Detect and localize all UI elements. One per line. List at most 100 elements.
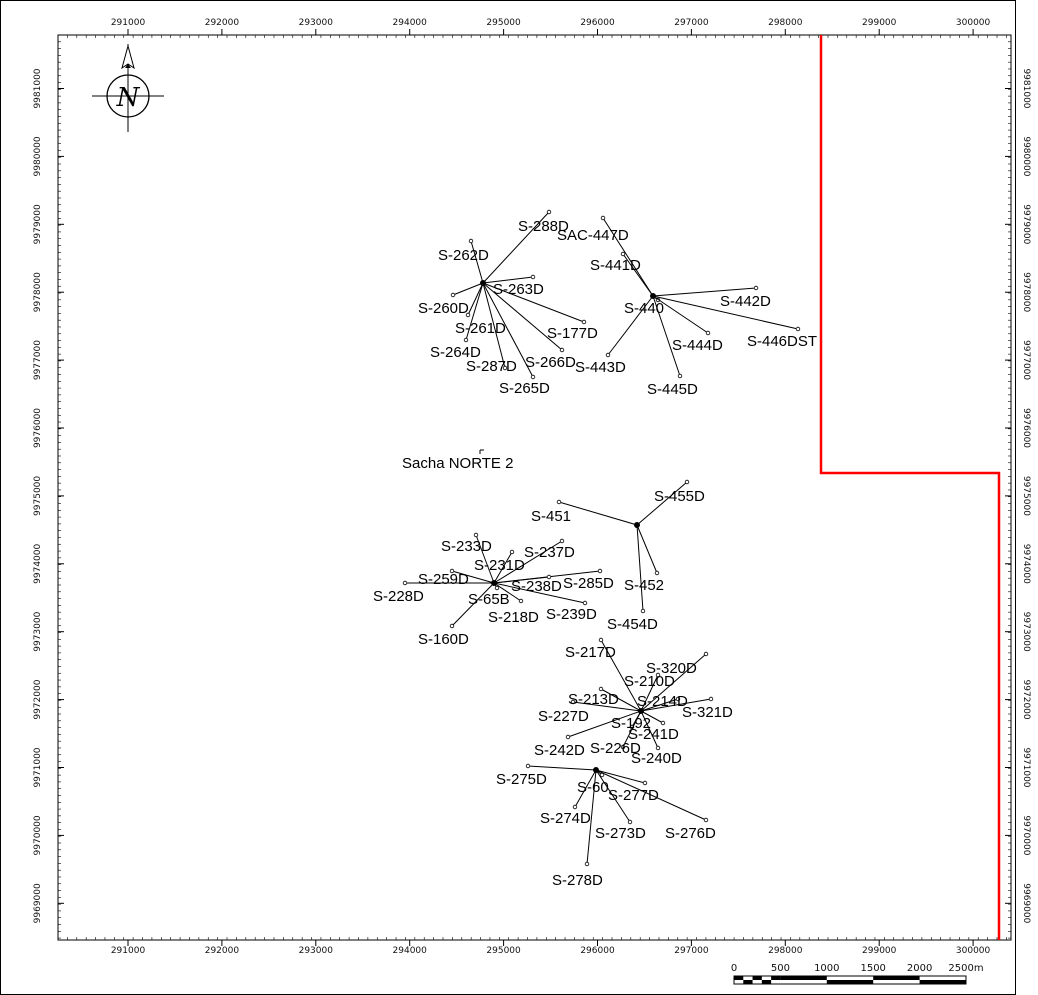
y-tick-label-right: 9969000 xyxy=(1021,883,1031,923)
well-endpoint-marker xyxy=(584,861,590,867)
well-endpoint-marker xyxy=(530,374,536,380)
scale-bar-label: 1000 xyxy=(814,963,839,974)
scale-bar-block xyxy=(752,976,762,980)
well-trajectory xyxy=(572,701,642,712)
y-tick-label-right: 9978000 xyxy=(1021,272,1031,312)
well-trajectory xyxy=(482,282,506,369)
well-endpoint-marker xyxy=(450,292,456,298)
well-trajectory xyxy=(640,674,659,712)
well-trajectory xyxy=(482,211,550,284)
well-endpoint-marker xyxy=(572,804,578,810)
scale-bar-block xyxy=(873,976,920,980)
x-tick-label-top: 292000 xyxy=(205,18,240,28)
well-endpoint-marker xyxy=(655,672,661,678)
x-tick-label-top: 300000 xyxy=(956,18,991,28)
concession-boundary-line xyxy=(819,35,1001,940)
x-tick-label-top: 293000 xyxy=(299,18,334,28)
well-endpoint-marker xyxy=(600,215,606,221)
field-label: Sacha NORTE 2 xyxy=(402,455,513,472)
y-tick-label-right: 9972000 xyxy=(1021,680,1031,720)
well-endpoint-marker xyxy=(546,574,552,580)
well-endpoint-marker xyxy=(559,538,565,544)
well-trajectory xyxy=(652,295,709,334)
well-trajectory xyxy=(482,282,563,351)
well-endpoint-marker xyxy=(518,598,524,604)
well-endpoint-marker xyxy=(559,347,565,353)
well-trajectory xyxy=(493,551,513,584)
y-tick-label-left: 9978000 xyxy=(33,272,43,312)
well-endpoint-marker xyxy=(642,780,648,786)
well-label: S-228D xyxy=(373,588,424,605)
well-pad-marker xyxy=(634,522,640,528)
well-trajectory xyxy=(493,582,586,604)
x-tick-label-top: 299000 xyxy=(862,18,897,28)
x-tick-label-top: 291000 xyxy=(111,18,146,28)
well-trajectory xyxy=(640,698,712,712)
well-label: S-227D xyxy=(538,708,589,725)
well-pad-marker xyxy=(638,708,644,714)
x-tick-label-top: 298000 xyxy=(768,18,803,28)
scale-bar-blocks xyxy=(733,975,967,985)
y-axis-right-ticks: 9981000 9980000 9979000 9978000 9977000 99760… xyxy=(1005,68,1031,924)
well-label: S-214D xyxy=(637,693,688,710)
well-trajectory xyxy=(636,524,644,612)
well-endpoint-marker xyxy=(556,499,562,505)
well-endpoint-marker xyxy=(449,568,455,574)
well-endpoint-marker xyxy=(703,817,709,823)
well-trajectory xyxy=(482,282,585,323)
well-trajectory xyxy=(470,240,484,284)
well-endpoint-marker xyxy=(655,745,661,751)
well-trajectory xyxy=(595,769,707,821)
well-endpoint-marker xyxy=(449,623,455,629)
well-endpoint-marker xyxy=(627,819,633,825)
map-frame xyxy=(57,34,1012,941)
y-tick-label-left: 9971000 xyxy=(33,747,43,787)
well-trajectory xyxy=(452,282,484,296)
x-tick-label-bottom: 296000 xyxy=(580,946,615,956)
y-tick-label-left: 9981000 xyxy=(33,68,43,108)
north-arrow-icon: N xyxy=(92,44,164,132)
scale-bar-block xyxy=(734,976,744,980)
scale-bar-block xyxy=(919,980,966,984)
well-label: S-444D xyxy=(672,337,723,354)
scale-bar-label: 500 xyxy=(771,963,790,974)
y-tick-label-left: 9976000 xyxy=(33,408,43,448)
well-trajectory xyxy=(482,276,534,284)
well-label: S-262D xyxy=(438,247,489,264)
well-endpoint-marker xyxy=(677,373,683,379)
scale-bar-block xyxy=(780,976,827,980)
y-tick-label-left: 9977000 xyxy=(33,340,43,380)
well-endpoint-marker xyxy=(402,580,408,586)
y-tick-label-right: 9970000 xyxy=(1021,815,1031,855)
well-trajectory xyxy=(652,295,799,330)
well-trajectory xyxy=(636,524,658,574)
well-endpoint-marker xyxy=(465,312,471,318)
well-trajectory xyxy=(574,769,597,808)
well-endpoint-marker xyxy=(525,763,531,769)
well-label: S-259D xyxy=(418,571,469,588)
well-trajectory xyxy=(493,540,563,584)
y-tick-label-left: 9974000 xyxy=(33,543,43,583)
y-tick-label-right: 9977000 xyxy=(1021,340,1031,380)
well-label: S-440 xyxy=(624,300,664,317)
well-endpoint-marker xyxy=(620,251,626,257)
well-trajectory xyxy=(475,534,495,584)
well-endpoint-marker xyxy=(597,568,603,574)
scale-bar: 0 500 1000 1500 2000 2500m xyxy=(731,963,984,985)
well-endpoint-marker xyxy=(640,608,646,614)
well-label: S-217D xyxy=(565,644,616,661)
well-label: S-237D xyxy=(524,544,575,561)
well-endpoint-marker xyxy=(530,274,536,280)
well-trajectory xyxy=(482,282,534,378)
well-label: S-218D xyxy=(488,609,539,626)
well-label: SAC-447D xyxy=(557,227,629,244)
y-tick-label-left: 9969000 xyxy=(33,883,43,923)
well-trajectory xyxy=(636,481,688,526)
y-tick-label-right: 9973000 xyxy=(1021,612,1031,652)
well-trajectory xyxy=(586,769,597,865)
scale-bar-block xyxy=(761,980,772,984)
well-label: S-192 xyxy=(611,715,651,732)
well-label: S-231D xyxy=(474,557,525,574)
well-trajectory xyxy=(451,570,495,584)
